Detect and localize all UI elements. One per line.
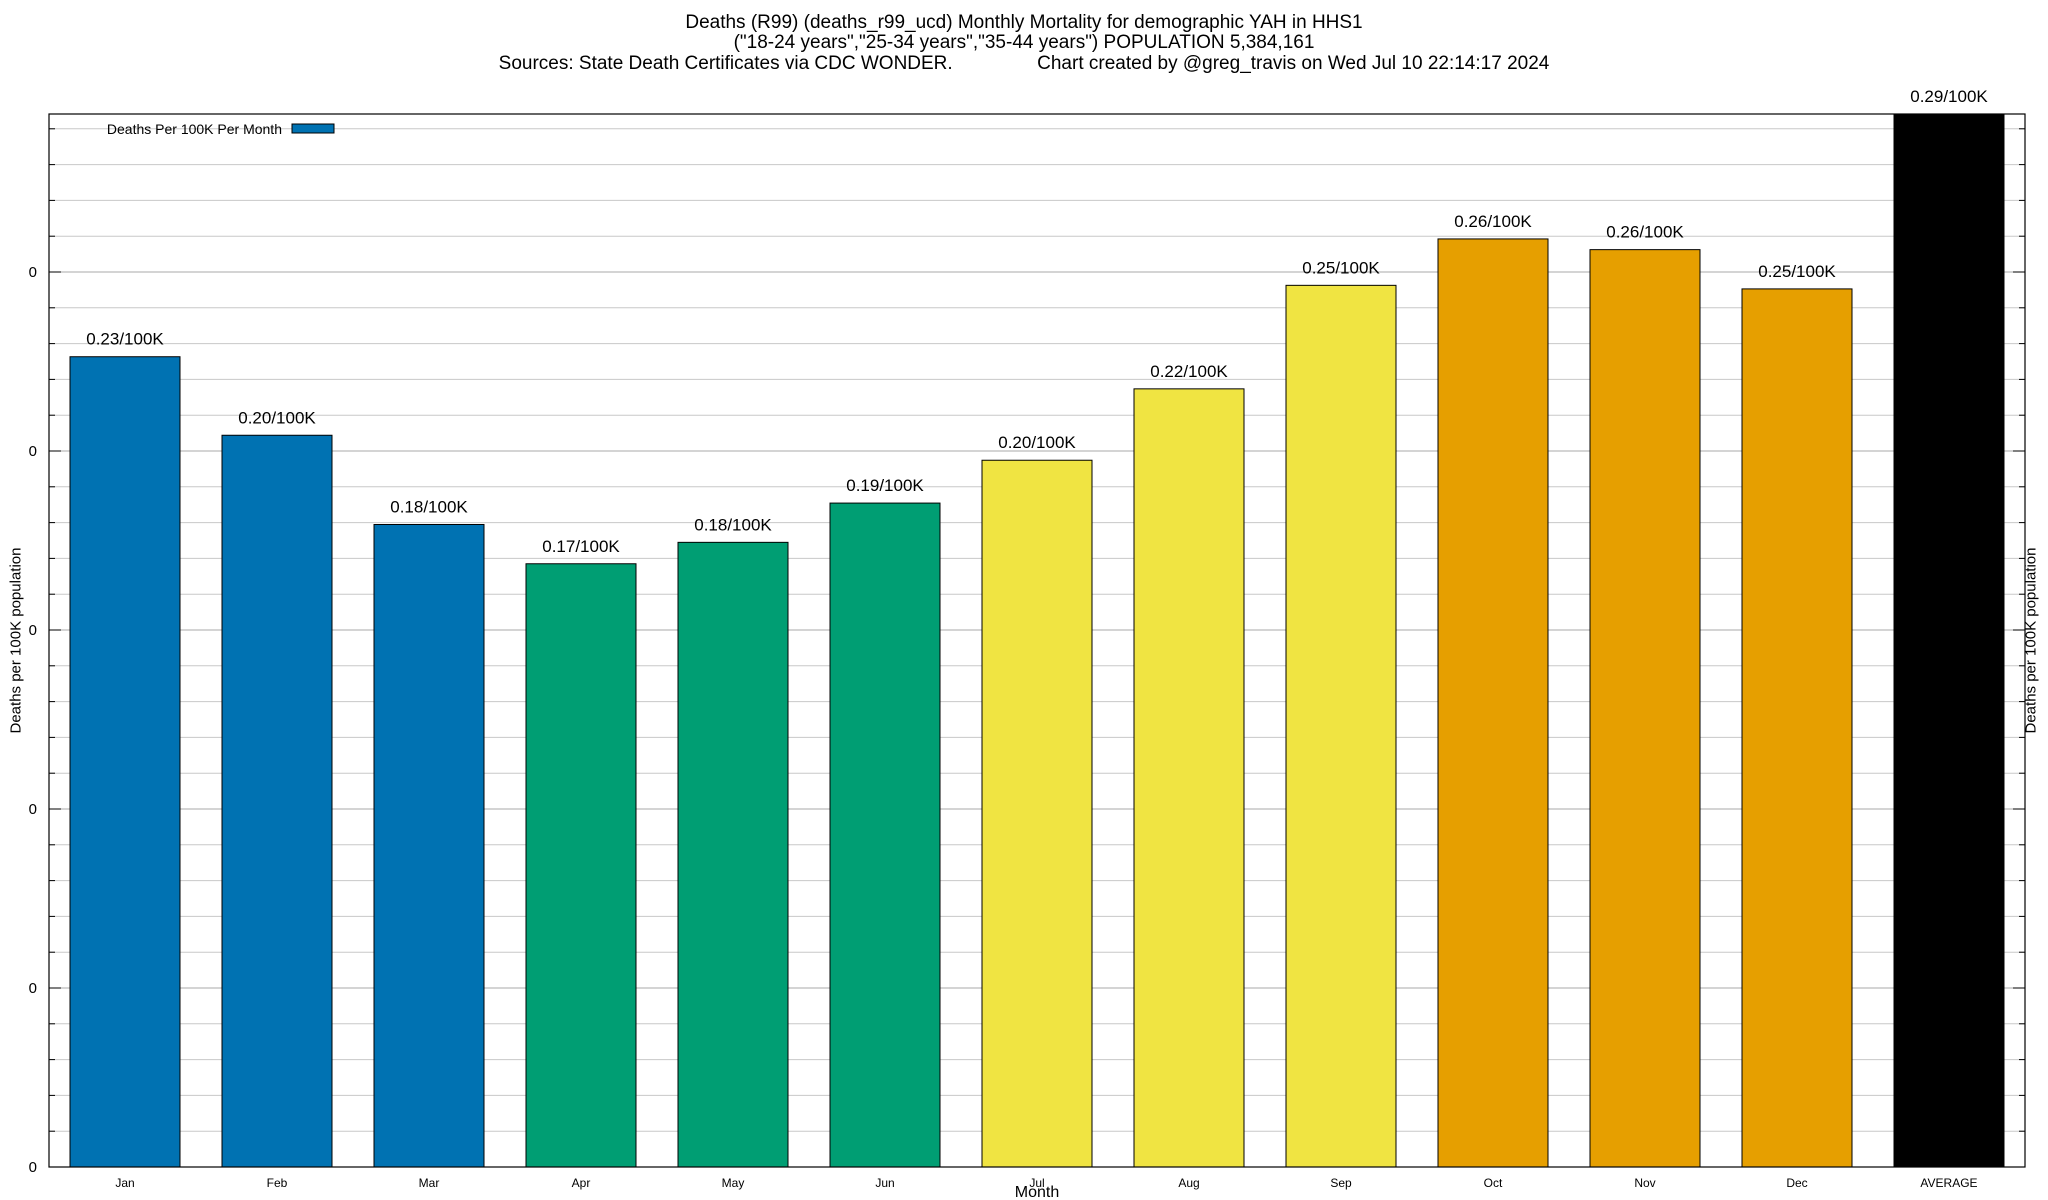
bar-dec xyxy=(1741,288,1853,1168)
bar-mar xyxy=(373,523,485,1168)
x-tick-label: May xyxy=(722,1176,745,1190)
bar-aug xyxy=(1133,388,1245,1168)
bar-feb xyxy=(221,434,333,1168)
bar-nov xyxy=(1589,249,1701,1168)
data-label: 0.17/100K xyxy=(542,537,620,556)
data-label: 0.18/100K xyxy=(694,515,772,534)
bar-jul xyxy=(981,459,1093,1168)
data-label: 0.18/100K xyxy=(390,497,468,516)
legend-label: Deaths Per 100K Per Month xyxy=(107,121,282,137)
bar-average xyxy=(1893,113,2005,1168)
data-labels: 0.23/100K 0.20/100K 0.18/100K 0.17/100K 0.18… xyxy=(86,87,1988,556)
x-tick-label: Dec xyxy=(1786,1176,1807,1190)
x-tick-label: Aug xyxy=(1178,1176,1199,1190)
plot-frame xyxy=(48,113,2026,1168)
y-axis-label: Deaths per 100K population xyxy=(7,547,25,734)
x-tick-label: Feb xyxy=(267,1176,288,1190)
x-tick-label: Oct xyxy=(1484,1176,1503,1190)
legend: Deaths Per 100K Per Month xyxy=(107,121,335,137)
y-tick-label: 0 xyxy=(29,980,37,997)
y-tick-label: 0 xyxy=(29,801,37,818)
y-tick-label: 0 xyxy=(29,443,37,460)
chart-title-line-2: ("18-24 years","25-34 years","35-44 year… xyxy=(733,32,1315,53)
data-label: 0.19/100K xyxy=(846,476,924,495)
data-label: 0.20/100K xyxy=(998,433,1076,452)
bar-apr xyxy=(525,563,637,1168)
y-tick-label: 0 xyxy=(29,264,37,281)
x-axis-label: Month xyxy=(1015,1184,1059,1200)
legend-swatch xyxy=(291,123,335,134)
y-tick-label: 0 xyxy=(29,1159,37,1176)
x-tick-label: Sep xyxy=(1330,1176,1352,1190)
bar-sep xyxy=(1285,284,1397,1168)
data-label: 0.25/100K xyxy=(1302,258,1380,277)
x-tick-labels: Jan Feb Mar Apr May Jun Jul Aug Sep Oct Nov Dec AVER… xyxy=(115,1176,1977,1190)
x-tick-label: Jan xyxy=(115,1176,134,1190)
y2-axis-label: Deaths per 100K population xyxy=(2022,547,2040,734)
bar-jun xyxy=(829,502,941,1168)
data-label: 0.26/100K xyxy=(1454,212,1532,231)
x-tick-label: Apr xyxy=(572,1176,591,1190)
data-label: 0.29/100K xyxy=(1910,87,1988,106)
bar-may xyxy=(677,541,789,1168)
x-tick-label: AVERAGE xyxy=(1920,1176,1977,1190)
x-tick-label: Nov xyxy=(1634,1176,1655,1190)
chart-title-line-3: Sources: State Death Certificates via CD… xyxy=(498,53,1550,74)
data-label: 0.20/100K xyxy=(238,408,316,427)
data-label: 0.25/100K xyxy=(1758,262,1836,281)
data-label: 0.23/100K xyxy=(86,330,164,349)
x-tick-label: Jul xyxy=(1029,1176,1044,1190)
data-label: 0.26/100K xyxy=(1606,223,1684,242)
bar-jan xyxy=(69,356,181,1168)
x-tick-label: Jun xyxy=(875,1176,894,1190)
y-tick-label: 0 xyxy=(29,622,37,639)
x-tick-label: Mar xyxy=(419,1176,440,1190)
bar-oct xyxy=(1437,238,1549,1168)
chart-title-line-1: Deaths (R99) (deaths_r99_ucd) Monthly Mo… xyxy=(685,12,1363,33)
data-label: 0.22/100K xyxy=(1150,362,1228,381)
y-tick-labels: 0 0 0 0 0 0 xyxy=(29,264,37,1176)
bars xyxy=(69,113,2005,1168)
